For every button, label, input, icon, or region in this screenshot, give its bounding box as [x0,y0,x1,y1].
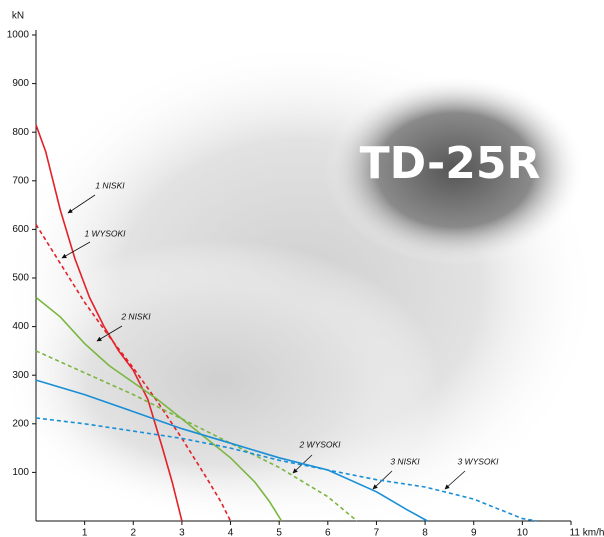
x-tick-label: 10 [517,528,529,537]
label-arrow [61,241,91,259]
y-axis-label: kN [12,11,24,22]
background [0,40,600,537]
y-tick-label: 900 [12,78,29,89]
series-label: 1 NISKI [95,180,125,190]
y-tick-label: 300 [12,370,29,381]
series-line [35,124,183,522]
label-arrow [67,194,96,214]
x-tick-label: 6 [325,528,331,537]
series-line [35,379,428,522]
y-tick-label: 1000 [7,30,30,41]
x-tick-label: 7 [374,528,380,537]
y-tick-label: 500 [12,273,29,284]
x-tick-label: 4 [228,528,234,537]
y-tick-label: 400 [12,321,29,332]
chart-title: TD-25R [360,138,541,189]
x-tick-label: 11 km/h [570,528,604,537]
series-label: 1 WYSOKI [84,228,126,238]
y-tick-label: 100 [12,467,29,478]
series-label: 2 NISKI [120,311,151,321]
series-label: 3 WYSOKI [457,456,499,466]
series-line [35,296,283,522]
series-label: 2 WYSOKI [298,439,341,449]
y-tick-label: 800 [12,127,29,138]
y-tick-label: 600 [12,224,29,235]
label-arrow [96,325,123,342]
x-tick-label: 5 [276,528,282,537]
label-arrow [444,470,466,490]
y-tick-label: 700 [12,175,29,186]
x-tick-label: 9 [471,528,477,537]
x-tick-label: 2 [130,528,136,537]
x-tick-label: 1 [82,528,88,537]
series-line [35,350,358,522]
x-tick-label: 8 [422,528,428,537]
y-tick-label: 200 [12,418,29,429]
x-tick-label: 3 [179,528,185,537]
series-label: 3 NISKI [390,456,420,466]
